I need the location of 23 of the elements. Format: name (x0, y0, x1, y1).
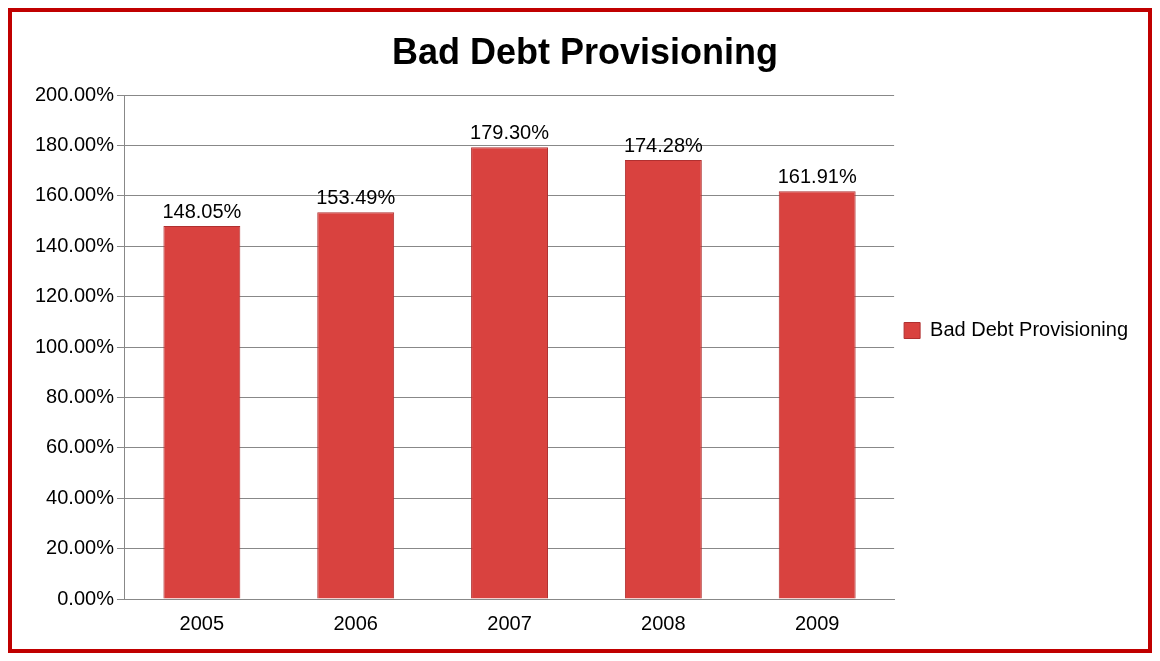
x-tick-label: 2006 (333, 611, 378, 634)
data-label: 161.91% (777, 164, 857, 187)
y-tick-label: 40.00% (46, 485, 115, 508)
y-tick-label: 0.00% (57, 586, 115, 609)
data-label: 148.05% (162, 199, 242, 222)
y-tick-label: 120.00% (34, 284, 115, 307)
y-tick-label: 160.00% (34, 183, 115, 206)
data-label: 153.49% (316, 185, 396, 208)
data-label: 179.30% (470, 120, 550, 143)
x-tick-label: 2009 (794, 611, 840, 634)
y-tick-label: 20.00% (46, 536, 115, 559)
data-label: 174.28% (623, 133, 704, 156)
legend-label: Bad Debt Provisioning (930, 318, 1128, 341)
chart-title: Bad Debt Provisioning (391, 30, 779, 72)
y-tick-label: 140.00% (34, 233, 115, 256)
y-tick-label: 180.00% (34, 133, 115, 156)
x-tick-label: 2008 (641, 611, 686, 634)
y-tick-label: 200.00% (34, 82, 115, 105)
x-tick-label: 2005 (179, 611, 225, 634)
y-tick-label: 100.00% (34, 334, 115, 357)
y-tick-label: 80.00% (46, 385, 115, 407)
y-tick-label: 60.00% (46, 435, 115, 458)
x-tick-label: 2007 (487, 611, 532, 634)
